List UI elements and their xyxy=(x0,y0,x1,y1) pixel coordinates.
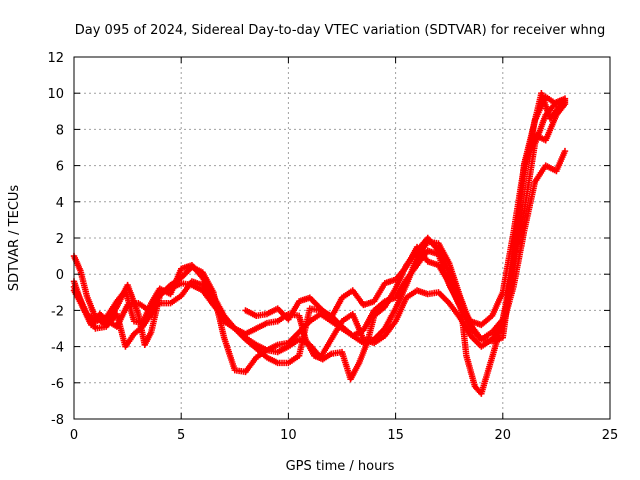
y-tick-label: 0 xyxy=(56,268,64,283)
y-tick-label: 6 xyxy=(56,160,64,175)
x-tick-label: 25 xyxy=(602,428,619,443)
y-axis-label: SDTVAR / TECUs xyxy=(7,185,22,292)
x-axis-label: GPS time / hours xyxy=(286,459,395,474)
chart-title: Day 095 of 2024, Sidereal Day-to-day VTE… xyxy=(75,23,606,38)
y-tick-label: 4 xyxy=(56,196,64,211)
y-tick-label: -6 xyxy=(51,377,64,392)
tick-layer: 0 5 10 15 20 25 -8 -6 -4 -2 0 2 4 6 8 10 12 xyxy=(47,51,618,443)
grid-layer xyxy=(74,57,610,419)
y-tick-label: 8 xyxy=(56,123,64,138)
y-tick-label: 12 xyxy=(47,51,64,66)
x-tick-label: 0 xyxy=(70,428,78,443)
series-trail-markers xyxy=(244,96,567,342)
y-tick-label: 10 xyxy=(47,87,64,102)
x-tick-label: 5 xyxy=(177,428,185,443)
series-track-4 xyxy=(70,90,569,397)
x-tick-label: 10 xyxy=(280,428,297,443)
y-tick-label: -8 xyxy=(51,413,64,428)
series-track-5 xyxy=(242,95,569,343)
data-series-layer xyxy=(70,90,569,397)
x-tick-label: 15 xyxy=(387,428,404,443)
series-trail-markers xyxy=(71,91,567,396)
y-tick-label: -4 xyxy=(51,341,64,356)
y-tick-label: 2 xyxy=(56,232,64,247)
series-trail-markers xyxy=(71,102,567,367)
x-tick-label: 20 xyxy=(495,428,512,443)
y-tick-label: -2 xyxy=(51,304,64,319)
